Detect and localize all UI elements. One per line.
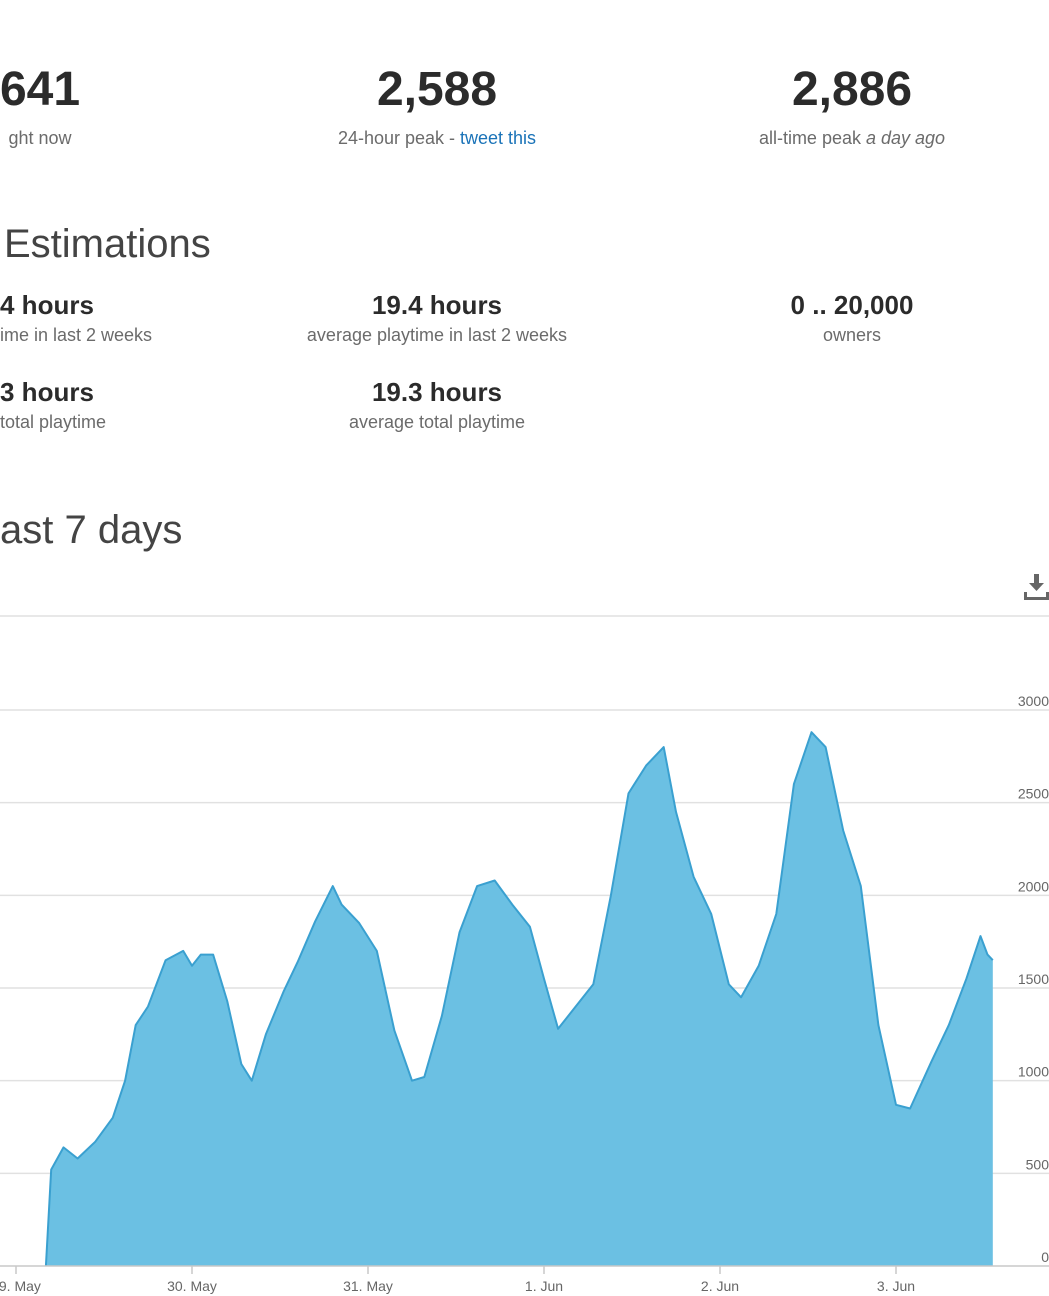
estimation-label: average playtime in last 2 weeks bbox=[306, 325, 568, 345]
x-tick-label: 29. May bbox=[0, 1278, 41, 1294]
estimation-label: total playtime bbox=[0, 412, 107, 432]
estimation-label: average total playtime bbox=[348, 412, 526, 432]
alltime-peak-label: all-time peak a day ago bbox=[687, 126, 1017, 150]
estimation-avg-playtime-2w: 19.4 hours average playtime in last 2 we… bbox=[272, 289, 602, 347]
current-players-label: ght now bbox=[8, 128, 72, 148]
estimations-title: Estimations bbox=[4, 222, 211, 266]
y-tick-label: 500 bbox=[1026, 1156, 1049, 1172]
estimation-playtime-2w: 4 hours ime in last 2 weeks bbox=[0, 289, 330, 347]
peak-24h-value: 2,588 bbox=[376, 63, 498, 116]
y-tick-label: 1000 bbox=[1018, 1064, 1049, 1080]
y-tick-label: 1500 bbox=[1018, 971, 1049, 987]
estimation-owners: 0 .. 20,000 owners bbox=[687, 289, 1017, 347]
current-players-stat: 641 ght now bbox=[0, 62, 205, 150]
player-count-chart: 0 500 1000 1500 2000 2500 3000 29. May 30. May 3… bbox=[0, 615, 1049, 1294]
alltime-peak-label-text: all-time peak bbox=[758, 128, 866, 148]
x-tick-label: 31. May bbox=[343, 1278, 393, 1294]
alltime-peak-value: 2,886 bbox=[791, 63, 913, 116]
estimation-value: 0 .. 20,000 bbox=[790, 290, 914, 320]
x-tick-label: 1. Jun bbox=[525, 1278, 563, 1294]
y-tick-label: 2000 bbox=[1018, 878, 1049, 894]
estimation-value: 4 hours bbox=[0, 290, 94, 320]
series-area bbox=[45, 732, 993, 1266]
estimation-label: owners bbox=[822, 325, 882, 345]
estimation-total-playtime: 3 hours total playtime bbox=[0, 376, 330, 434]
y-tick-label: 3000 bbox=[1018, 693, 1049, 709]
estimation-value: 19.3 hours bbox=[371, 377, 503, 407]
peak-24h-label: 24-hour peak - tweet this bbox=[272, 126, 602, 150]
y-tick-label: 2500 bbox=[1018, 786, 1049, 802]
peak-24h-label-text: 24-hour peak - bbox=[337, 128, 461, 148]
x-tick-label: 30. May bbox=[167, 1278, 217, 1294]
x-tick-label: 3. Jun bbox=[877, 1278, 915, 1294]
chart-section-title: ast 7 days bbox=[0, 508, 183, 552]
estimation-value: 19.4 hours bbox=[371, 290, 503, 320]
estimation-label: ime in last 2 weeks bbox=[0, 325, 153, 345]
x-axis: 29. May 30. May 31. May 1. Jun 2. Jun 3. Jun bbox=[0, 1265, 1049, 1294]
alltime-peak-when: a day ago bbox=[865, 128, 946, 148]
x-tick-label: 2. Jun bbox=[701, 1278, 739, 1294]
chart-plot bbox=[44, 731, 994, 1267]
series-line bbox=[44, 731, 994, 1267]
peak-24h-stat: 2,588 24-hour peak - tweet this bbox=[272, 62, 602, 150]
y-tick-label: 0 bbox=[1041, 1249, 1049, 1265]
estimation-value: 3 hours bbox=[0, 377, 94, 407]
alltime-peak-stat: 2,886 all-time peak a day ago bbox=[687, 62, 1017, 150]
download-icon[interactable] bbox=[1024, 574, 1049, 600]
current-players-value: 641 bbox=[0, 63, 81, 116]
tweet-this-link[interactable]: tweet this bbox=[460, 128, 537, 148]
estimation-avg-total-playtime: 19.3 hours average total playtime bbox=[272, 376, 602, 434]
y-axis-labels: 0 500 1000 1500 2000 2500 3000 bbox=[1018, 693, 1049, 1265]
